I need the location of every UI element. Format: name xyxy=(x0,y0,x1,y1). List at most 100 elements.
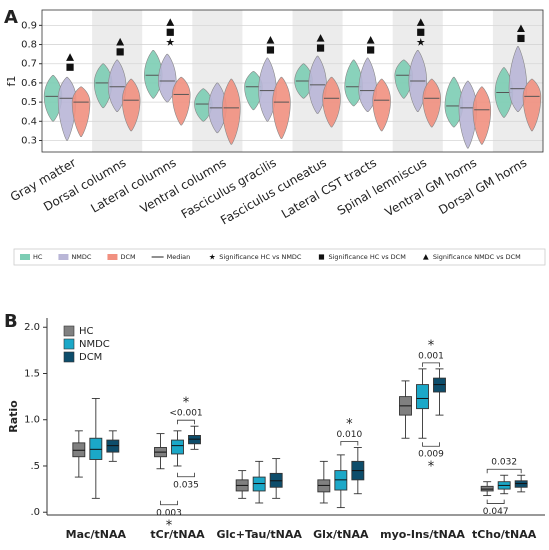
legend-label: HC xyxy=(33,253,43,261)
violin xyxy=(172,76,191,126)
bracket xyxy=(177,472,195,478)
significance-star: * xyxy=(428,460,435,475)
y-axis-label: f1 xyxy=(5,76,18,87)
violin xyxy=(422,78,441,128)
legend-swatch xyxy=(63,325,75,337)
violin xyxy=(71,86,91,137)
significance-symbol xyxy=(366,36,375,44)
significance-symbol xyxy=(66,63,74,71)
legend-symbol xyxy=(422,254,429,260)
bracket xyxy=(422,442,440,447)
legend-swatch xyxy=(20,254,30,260)
violin xyxy=(222,78,241,145)
x-tick-label: Dorsal GM horns xyxy=(436,156,529,218)
legend-swatch xyxy=(58,254,69,260)
p-value: 0.035 xyxy=(173,480,199,490)
x-tick-label: Spinal lemniscus xyxy=(335,156,429,218)
significance-symbol xyxy=(416,37,425,46)
x-tick-label: myo-Ins/tNAA xyxy=(380,528,465,541)
significance-star: * xyxy=(346,417,353,432)
significance-symbol xyxy=(166,18,175,26)
violin xyxy=(158,53,177,103)
y-tick-label: .5 xyxy=(30,461,40,472)
violin xyxy=(258,57,277,122)
legend-swatch xyxy=(107,254,118,260)
legend-box xyxy=(13,248,546,266)
panel-label: A xyxy=(4,7,18,28)
p-value: <0.001 xyxy=(169,409,202,419)
bracket xyxy=(340,441,359,446)
violin xyxy=(508,46,528,113)
bracket xyxy=(486,499,505,504)
legend-label: Significance HC vs NMDC xyxy=(219,253,302,261)
x-tick-label: Mac/tNAA xyxy=(66,528,127,541)
significance-symbol xyxy=(367,46,375,54)
significance-symbol xyxy=(417,28,425,36)
significance-symbol xyxy=(116,37,125,46)
significance-symbol xyxy=(316,44,325,52)
violin xyxy=(322,76,341,128)
panel-label: B xyxy=(4,311,18,332)
legend-label: Median xyxy=(167,253,191,261)
violin xyxy=(272,76,291,139)
p-value: 0.010 xyxy=(336,430,362,440)
violin xyxy=(372,78,391,132)
y-tick-label: 1.5 xyxy=(24,368,40,379)
x-tick-label: Glx/tNAA xyxy=(313,528,369,541)
violin xyxy=(522,78,542,132)
y-tick-label: 0.4 xyxy=(21,116,37,127)
y-tick-label: 0.5 xyxy=(21,97,37,108)
x-tick-label: Lateral columns xyxy=(88,156,178,216)
bracket xyxy=(177,419,195,425)
legend-swatch xyxy=(63,338,75,350)
violin xyxy=(358,57,377,113)
significance-symbol xyxy=(266,36,275,44)
significance-symbol xyxy=(516,24,525,33)
y-tick-label: .0 xyxy=(30,507,40,518)
bracket xyxy=(160,500,178,506)
p-value: 0.003 xyxy=(156,508,182,518)
plot-frame xyxy=(41,9,544,153)
box xyxy=(171,439,184,455)
significance-symbol xyxy=(517,34,525,43)
legend-label: DCM xyxy=(120,253,135,261)
legend-symbol xyxy=(209,253,216,260)
y-axis-label: Ratio xyxy=(7,400,20,433)
bracket xyxy=(422,362,440,367)
significance-symbol xyxy=(66,53,75,61)
legend-label: DCM xyxy=(79,352,102,363)
y-tick-label: 2.0 xyxy=(24,322,40,333)
x-tick-label: Glc+Tau/tNAA xyxy=(216,528,302,541)
y-tick-label: 0.6 xyxy=(21,78,37,89)
legend-label: NMDC xyxy=(79,339,110,350)
violin xyxy=(472,86,492,145)
x-tick-label: tCr/tNAA xyxy=(150,528,205,541)
violin xyxy=(121,78,141,132)
significance-star: * xyxy=(183,396,190,411)
significance-symbol xyxy=(166,28,174,36)
p-value: 0.047 xyxy=(483,507,509,517)
significance-symbol xyxy=(416,18,425,26)
p-value: 0.009 xyxy=(418,450,444,460)
y-tick-label: 0.3 xyxy=(21,135,37,146)
bracket xyxy=(486,468,522,474)
y-tick-label: 0.7 xyxy=(21,59,37,70)
x-tick-label: tCho/tNAA xyxy=(472,528,537,541)
y-tick-label: 0.9 xyxy=(21,20,37,31)
significance-symbol xyxy=(266,46,275,54)
violin xyxy=(107,59,127,113)
legend-label: NMDC xyxy=(71,253,91,261)
significance-symbol xyxy=(316,34,325,42)
box xyxy=(416,384,429,410)
significance-symbol xyxy=(166,37,175,46)
y-tick-label: 1.0 xyxy=(24,415,40,426)
x-tick-label: Ventral GM horns xyxy=(383,156,480,220)
legend-swatch xyxy=(63,351,75,363)
p-value: 0.032 xyxy=(491,458,517,468)
legend-label: Significance NMDC vs DCM xyxy=(433,253,521,261)
significance-star: * xyxy=(428,338,435,353)
significance-star: * xyxy=(166,518,173,533)
significance-symbol xyxy=(116,48,124,56)
legend-symbol xyxy=(318,254,325,260)
legend-label: HC xyxy=(79,326,94,337)
